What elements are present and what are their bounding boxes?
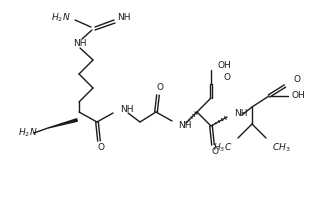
Text: NH: NH [73,39,87,48]
Text: O: O [293,75,300,84]
Text: O: O [98,143,105,153]
Polygon shape [48,119,77,128]
Text: NH: NH [117,13,131,22]
Text: $CH_3$: $CH_3$ [272,142,291,154]
Text: $H_3C$: $H_3C$ [213,142,232,154]
Text: $H_2N$: $H_2N$ [18,127,37,139]
Text: O: O [223,73,230,82]
Text: OH: OH [291,92,305,101]
Text: NH: NH [120,105,133,114]
Text: $H_2N$: $H_2N$ [51,12,71,24]
Text: NH: NH [178,122,191,131]
Text: O: O [157,83,164,92]
Text: OH: OH [218,61,232,70]
Text: NH: NH [234,109,248,118]
Text: O: O [211,147,218,156]
